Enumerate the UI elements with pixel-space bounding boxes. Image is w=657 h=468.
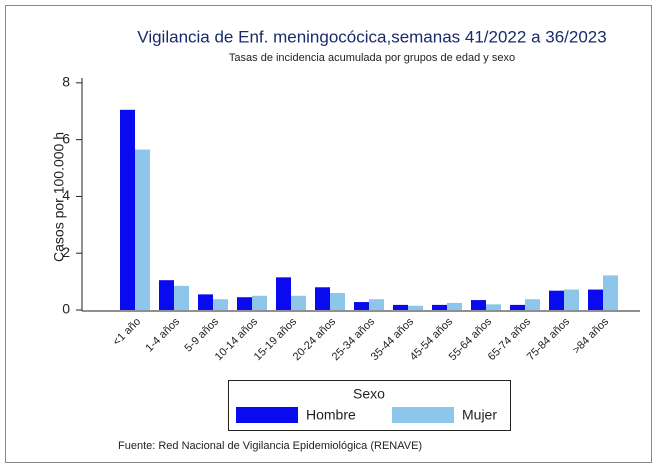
bar [510, 304, 525, 310]
bar [564, 289, 579, 310]
y-tick-label: 4 [62, 187, 70, 203]
y-tick-label: 0 [62, 301, 70, 317]
bar [213, 299, 228, 310]
bar [447, 302, 462, 310]
bar [549, 290, 564, 310]
bar [393, 304, 408, 310]
bar [237, 297, 252, 310]
bar [369, 299, 384, 310]
bar [252, 295, 267, 310]
legend-swatch [392, 407, 454, 423]
y-tick-label: 2 [62, 244, 70, 260]
bar [588, 289, 603, 310]
bar [408, 305, 423, 310]
y-tick-label: 8 [62, 74, 70, 90]
bar [159, 280, 174, 310]
legend-swatch [236, 407, 298, 423]
chart-title: Vigilancia de Enf. meningocócica,semanas… [137, 27, 606, 46]
source-note: Fuente: Red Nacional de Vigilancia Epide… [118, 440, 422, 452]
bar [603, 275, 618, 310]
bar [354, 302, 369, 310]
chart-subtitle: Tasas de incidencia acumulada por grupos… [229, 52, 515, 64]
legend-label: Mujer [462, 407, 497, 423]
y-tick-label: 6 [62, 130, 70, 146]
bar [174, 285, 189, 310]
bar [291, 295, 306, 310]
bar [276, 277, 291, 310]
bar [525, 299, 540, 310]
bar [135, 149, 150, 310]
y-axis-label: Casos por 100.000 h [51, 132, 67, 262]
bar [198, 294, 213, 310]
bar [330, 292, 345, 310]
bar [315, 287, 330, 310]
bar [471, 300, 486, 310]
legend-label: Hombre [306, 407, 356, 423]
legend-title: Sexo [353, 386, 385, 402]
bar [120, 109, 135, 310]
bar [432, 304, 447, 310]
bar [486, 304, 501, 310]
